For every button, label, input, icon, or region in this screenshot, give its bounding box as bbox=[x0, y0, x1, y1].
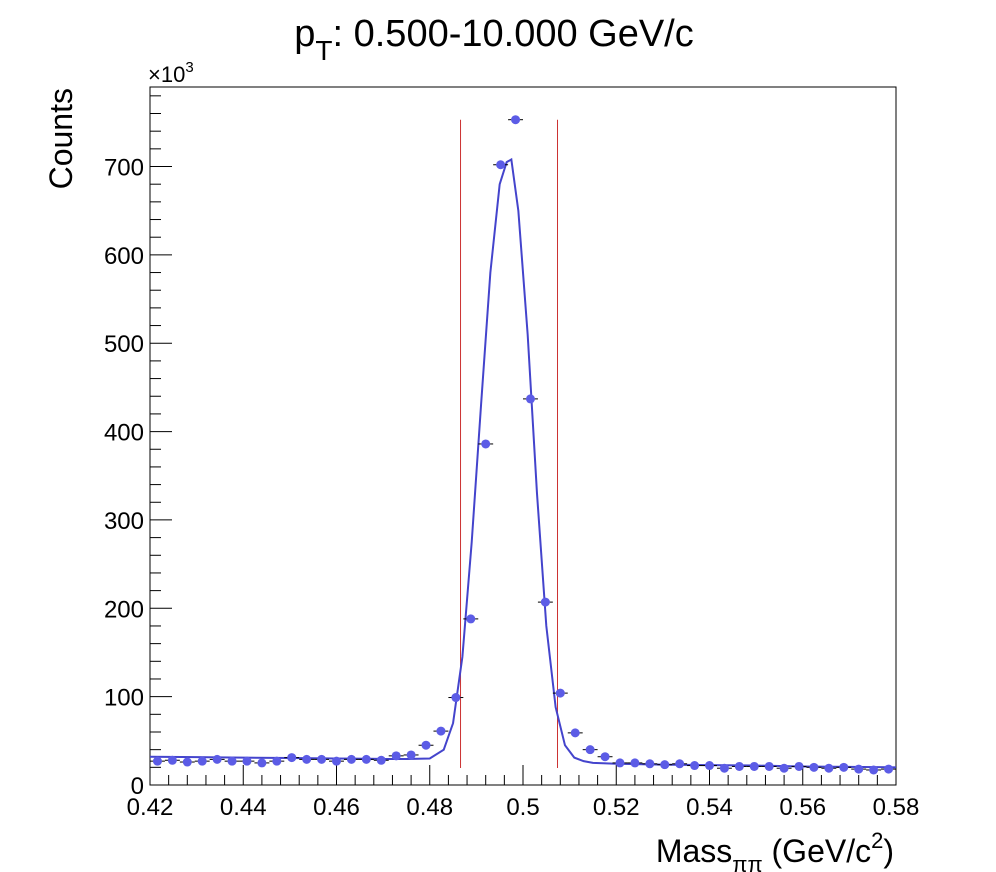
fit-line bbox=[149, 157, 897, 769]
title-sub: T bbox=[315, 35, 332, 66]
data-point bbox=[734, 761, 744, 771]
data-point bbox=[496, 160, 506, 170]
title-main: p bbox=[294, 13, 315, 55]
y-tick-label: 200 bbox=[104, 596, 144, 623]
data-point bbox=[481, 439, 491, 449]
data-point bbox=[227, 756, 237, 766]
y-tick-label: 300 bbox=[104, 508, 144, 535]
y-multiplier-base: ×10 bbox=[148, 62, 185, 87]
data-point bbox=[332, 756, 341, 766]
x-tick-label: 0.42 bbox=[127, 794, 174, 821]
y-tick-label: 600 bbox=[104, 243, 144, 270]
y-axis-title: Counts bbox=[43, 88, 79, 189]
data-point bbox=[570, 728, 580, 738]
data-point bbox=[317, 754, 327, 764]
svg-text:Massππ (GeV/c2): Massππ (GeV/c2) bbox=[656, 828, 894, 872]
x-tick-label: 0.48 bbox=[406, 794, 453, 821]
data-point bbox=[660, 760, 670, 770]
data-point bbox=[257, 758, 267, 768]
data-point bbox=[451, 693, 461, 703]
y-multiplier: ×103 bbox=[148, 59, 194, 87]
data-point bbox=[376, 755, 386, 765]
data-point bbox=[764, 761, 774, 771]
data-point bbox=[302, 754, 312, 764]
data-point bbox=[719, 763, 729, 773]
data-point bbox=[406, 750, 416, 760]
data-point bbox=[436, 726, 446, 736]
data-point bbox=[555, 688, 565, 698]
data-point bbox=[421, 740, 431, 750]
title-rest: : 0.500-10.000 GeV/c bbox=[333, 13, 694, 55]
data-point bbox=[884, 764, 894, 774]
data-point bbox=[212, 754, 222, 764]
data-point bbox=[794, 761, 804, 771]
x-tick-label: 0.5 bbox=[506, 794, 539, 821]
x-axis-title: Massππ (GeV/c2) bbox=[656, 828, 894, 872]
ylabel: Counts bbox=[43, 88, 79, 189]
data-point bbox=[690, 761, 700, 771]
data-point bbox=[540, 597, 550, 607]
data-point bbox=[585, 745, 595, 755]
data-point bbox=[242, 756, 252, 766]
xlabel-rest: (GeV/c bbox=[763, 833, 871, 869]
data-point bbox=[854, 764, 864, 774]
xlabel-sub: ππ bbox=[732, 852, 762, 872]
data-point bbox=[869, 765, 879, 775]
data-point bbox=[391, 751, 401, 761]
mass-window bbox=[460, 119, 559, 768]
x-tick-label: 0.56 bbox=[779, 794, 826, 821]
x-tick-label: 0.52 bbox=[593, 794, 640, 821]
xlabel-sup: 2 bbox=[871, 828, 883, 853]
y-tick-label: 400 bbox=[104, 420, 144, 447]
data-point bbox=[645, 759, 655, 769]
y-tick-label: 700 bbox=[104, 155, 144, 182]
y-axis: 0 100 200 300 400 500 600 700 bbox=[104, 95, 172, 800]
data-point bbox=[705, 761, 714, 771]
data-point bbox=[167, 755, 177, 765]
x-tick-label: 0.58 bbox=[873, 794, 920, 821]
svg-text:pT: 0.500-10.000 GeV/c: pT: 0.500-10.000 GeV/c bbox=[294, 13, 694, 66]
y-multiplier-exp: 3 bbox=[185, 59, 193, 76]
data-point bbox=[779, 763, 789, 773]
x-tick-label: 0.46 bbox=[313, 794, 360, 821]
data-point bbox=[197, 756, 207, 766]
data-point bbox=[182, 757, 192, 767]
data-point bbox=[466, 614, 476, 624]
y-tick-label: 0 bbox=[131, 773, 144, 800]
data-point bbox=[525, 394, 535, 404]
data-point bbox=[346, 754, 356, 764]
xlabel-end: ) bbox=[883, 833, 894, 869]
data-point bbox=[809, 762, 819, 772]
data-points bbox=[150, 115, 896, 775]
svg-text:×103: ×103 bbox=[148, 59, 194, 87]
data-point bbox=[630, 758, 640, 768]
plot-frame bbox=[149, 86, 897, 786]
data-point bbox=[615, 758, 625, 768]
data-point bbox=[511, 115, 521, 125]
data-point bbox=[272, 756, 282, 766]
data-point bbox=[287, 753, 297, 763]
chart-title: pT: 0.500-10.000 GeV/c bbox=[294, 13, 694, 66]
data-point bbox=[839, 762, 849, 772]
data-point bbox=[152, 756, 162, 766]
x-tick-label: 0.44 bbox=[220, 794, 267, 821]
data-point bbox=[675, 759, 685, 769]
y-tick-label: 100 bbox=[104, 685, 144, 712]
x-axis: 0.42 0.44 0.46 0.48 0.5 0.52 0.54 0.56 0.58 bbox=[127, 765, 920, 821]
data-point bbox=[749, 761, 759, 771]
y-tick-label: 500 bbox=[104, 331, 144, 358]
x-tick-label: 0.54 bbox=[686, 794, 733, 821]
fit-curve bbox=[149, 157, 897, 769]
data-point bbox=[361, 754, 371, 764]
data-point bbox=[824, 763, 834, 773]
xlabel-main: Mass bbox=[656, 833, 732, 869]
data-point bbox=[600, 752, 610, 762]
